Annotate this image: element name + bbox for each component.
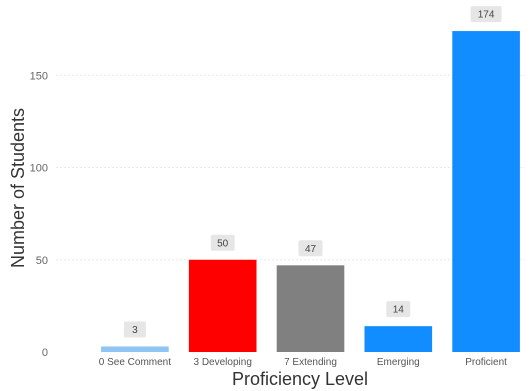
- y-axis-ticks: 0 50 100 150: [30, 70, 48, 359]
- y-tick-label: 150: [30, 70, 48, 82]
- bar[interactable]: [101, 346, 169, 352]
- data-label: 47: [305, 244, 317, 255]
- x-axis-categories: 0 See Comment 3 Developing 7 Extending Emer…: [99, 357, 507, 368]
- data-label-box: [210, 234, 235, 251]
- x-category-label: 3 Developing: [194, 357, 252, 368]
- data-label-box: [298, 240, 323, 257]
- bars: [101, 31, 520, 353]
- data-label: 3: [132, 325, 138, 336]
- x-axis-title: Proficiency Level: [232, 369, 368, 389]
- data-label-box: [123, 321, 146, 338]
- bar[interactable]: [452, 31, 520, 353]
- y-axis-title: Number of Students: [8, 108, 28, 268]
- data-label: 50: [217, 238, 229, 249]
- x-category-label: Emerging: [377, 357, 420, 368]
- bar[interactable]: [276, 265, 345, 352]
- x-category-label: 7 Extending: [284, 357, 337, 368]
- data-labels: 3 50 47 14 174: [123, 6, 502, 338]
- y-tick-label: 50: [36, 255, 48, 267]
- x-category-label: Proficient: [465, 357, 507, 368]
- y-tick-label: 0: [42, 347, 48, 359]
- bar[interactable]: [364, 326, 433, 352]
- bar[interactable]: [188, 259, 257, 352]
- data-label-box: [386, 301, 411, 318]
- data-label: 14: [393, 305, 405, 316]
- data-label-box: [470, 6, 502, 23]
- y-tick-label: 100: [30, 163, 48, 175]
- x-category-label: 0 See Comment: [99, 357, 171, 368]
- data-label: 174: [478, 10, 495, 21]
